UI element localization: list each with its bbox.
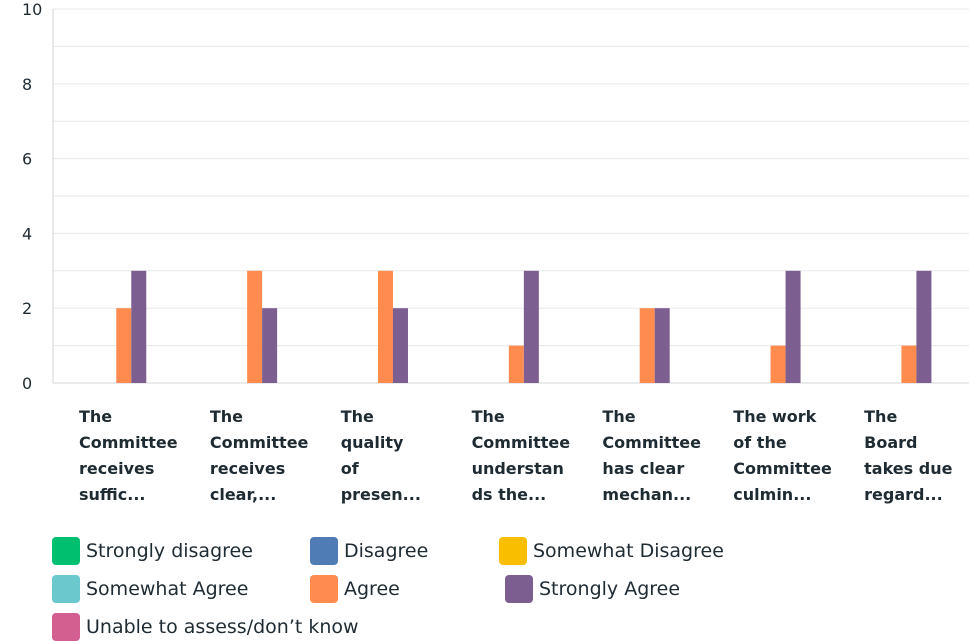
x-tick-label: The work of the Committee culmin... xyxy=(733,404,832,508)
bar-agree xyxy=(639,308,655,383)
bar-strongly-agree xyxy=(392,308,408,383)
legend-label: Unable to assess/don’t know xyxy=(86,616,359,638)
y-tick-label: 10 xyxy=(22,0,42,19)
bar-agree xyxy=(377,270,393,383)
legend-label: Somewhat Agree xyxy=(86,578,249,600)
legend-item: Unable to assess/don’t know xyxy=(52,613,359,641)
x-tick-label-line: takes due xyxy=(864,459,953,478)
x-tick-label-line: receives xyxy=(209,459,286,478)
bar-agree xyxy=(901,345,917,383)
x-tick-label-line: regard... xyxy=(864,485,943,504)
bar-chart: 0 2 4 6 8 10 xyxy=(22,0,969,393)
bar-agree xyxy=(247,270,263,383)
x-tick-label-line: Board xyxy=(864,433,918,452)
x-tick-label-line: Committee xyxy=(79,433,178,452)
legend-label: Agree xyxy=(344,578,400,600)
x-tick-label: The Committee understan ds the... xyxy=(471,404,571,508)
x-tick-label: The Committee receives clear,... xyxy=(209,404,309,508)
legend-swatch xyxy=(52,575,80,603)
x-tick-label-line: The work xyxy=(733,407,817,426)
legend-swatch xyxy=(505,575,533,603)
legend-swatch xyxy=(310,575,338,603)
gridlines xyxy=(53,8,969,347)
y-tick-label: 0 xyxy=(22,374,32,393)
x-tick-label-line: has clear xyxy=(602,459,685,478)
x-tick-label-line: of xyxy=(340,459,359,478)
x-tick-label-line: Committee xyxy=(733,459,832,478)
x-tick-label-line: Committee xyxy=(602,433,701,452)
bar-strongly-agree xyxy=(131,270,147,383)
x-tick-label-line: ds the... xyxy=(471,485,547,504)
bar-strongly-agree xyxy=(654,308,670,383)
legend-label: Strongly disagree xyxy=(86,540,253,562)
legend-item: Somewhat Disagree xyxy=(499,537,724,565)
x-tick-label-line: The xyxy=(340,407,374,426)
x-tick-label-line: The xyxy=(864,407,898,426)
legend-label: Strongly Agree xyxy=(539,578,681,600)
bar-agree xyxy=(770,345,786,383)
legend-item: Agree xyxy=(310,575,400,603)
legend-item: Somewhat Agree xyxy=(52,575,248,603)
bars xyxy=(116,270,932,383)
y-tick-label: 2 xyxy=(22,299,32,318)
x-tick-label-line: The xyxy=(471,407,505,426)
x-tick-label-line: Committee xyxy=(471,433,571,452)
x-tick-label-line: Committee xyxy=(209,433,309,452)
legend-label: Somewhat Disagree xyxy=(533,540,724,562)
x-tick-label: The quality of presen... xyxy=(341,404,437,508)
x-tick-label-line: mechan... xyxy=(602,485,692,504)
x-tick-label-line: quality xyxy=(340,433,404,452)
bar-strongly-agree xyxy=(916,270,932,383)
legend-swatch xyxy=(52,613,80,641)
x-tick-label-line: presen... xyxy=(340,485,421,504)
bar-agree xyxy=(116,308,132,383)
x-tick-label-line: of the xyxy=(733,433,787,452)
bar-strongly-agree xyxy=(262,308,278,383)
bar-strongly-agree xyxy=(785,270,801,383)
x-tick-label-line: suffic... xyxy=(79,485,146,504)
x-tick-label: The Board takes due regard... xyxy=(864,404,960,508)
legend-swatch xyxy=(499,537,527,565)
y-tick-label: 8 xyxy=(22,75,32,94)
legend-swatch xyxy=(310,537,338,565)
x-tick-label: The Committee receives suffic... xyxy=(79,404,178,508)
y-tick-label: 6 xyxy=(22,150,32,169)
bar-strongly-agree xyxy=(523,270,539,383)
bar-agree xyxy=(508,345,524,383)
x-tick-label-line: The xyxy=(209,407,243,426)
x-tick-label-line: understan xyxy=(471,459,564,478)
x-tick-label-line: The xyxy=(79,407,113,426)
legend-label: Disagree xyxy=(344,540,429,562)
x-tick-label-line: clear,... xyxy=(209,485,277,504)
legend-item: Strongly Agree xyxy=(505,575,680,603)
x-tick-label-line: culmin... xyxy=(733,485,812,504)
legend-item: Strongly disagree xyxy=(52,537,253,565)
x-tick-label-line: receives xyxy=(79,459,155,478)
y-tick-label: 4 xyxy=(22,224,32,243)
x-tick-label-line: The xyxy=(602,407,636,426)
legend-swatch xyxy=(52,537,80,565)
x-tick-label: The Committee has clear mechan... xyxy=(602,404,701,508)
legend-item: Disagree xyxy=(310,537,428,565)
